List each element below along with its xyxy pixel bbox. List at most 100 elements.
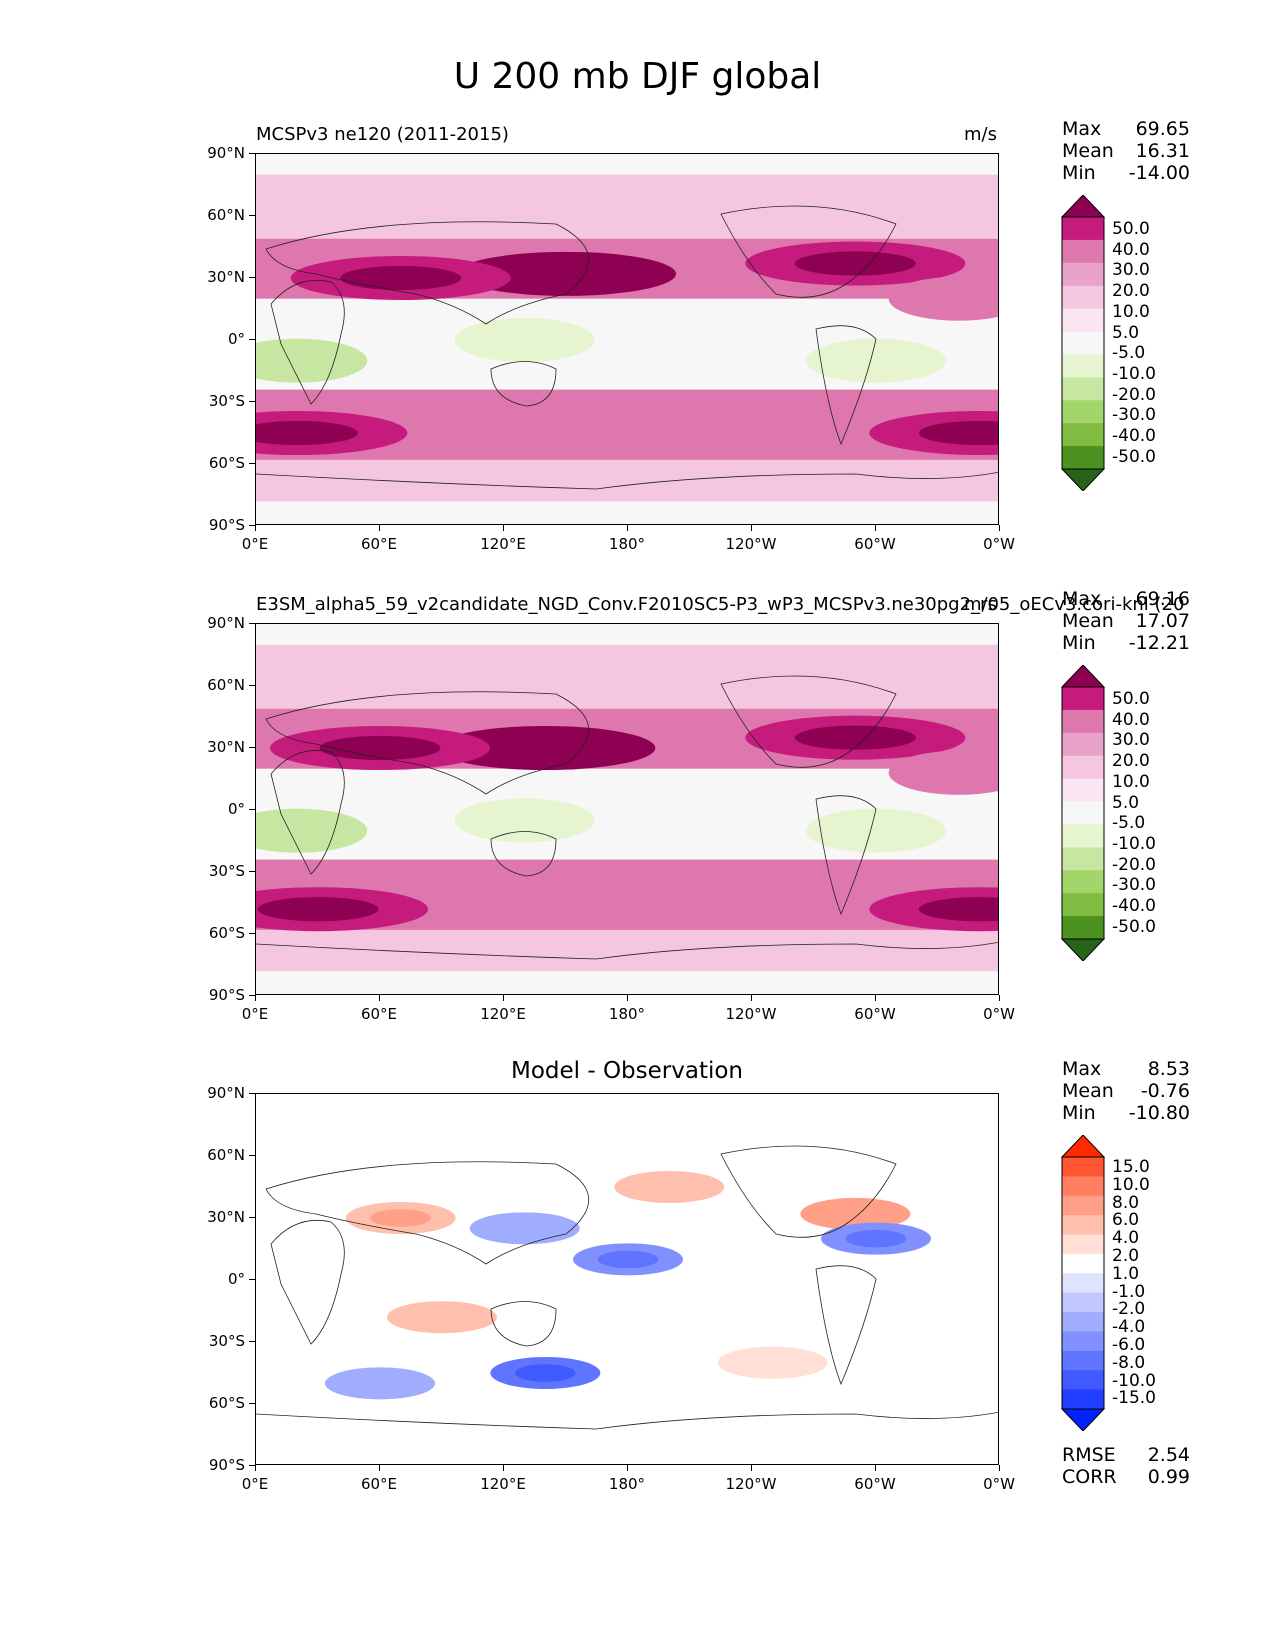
lon-tick — [750, 995, 752, 1001]
panel-1-min-label: Min — [1062, 162, 1096, 184]
panel-3-lat-label: 30°S — [208, 1332, 245, 1350]
field-band — [256, 459, 998, 502]
panel-3-lon-label: 180° — [608, 1475, 646, 1493]
colorbar-segment — [1062, 1273, 1104, 1294]
colorbar-tick-label: 50.0 — [1112, 689, 1150, 709]
colorbar-segment — [1062, 354, 1104, 378]
panel-3-lat-label: 90°N — [207, 1084, 245, 1102]
colorbar-segment — [1062, 446, 1104, 470]
panel-1-lon-label: 60°E — [360, 535, 398, 553]
colorbar-segment — [1062, 331, 1104, 355]
panel-3-map — [255, 1093, 999, 1465]
colorbar-extend-max — [1060, 194, 1106, 218]
colorbar-tick-label: -1.0 — [1112, 1281, 1146, 1302]
colorbar-tick-label: -10.0 — [1112, 363, 1156, 384]
coastline — [490, 831, 557, 877]
panel-3-mean-label: Mean — [1062, 1080, 1114, 1102]
lon-tick — [998, 1465, 1000, 1471]
colorbar-segment — [1062, 893, 1104, 917]
panel-2-lat-label: 60°N — [207, 676, 245, 694]
lon-tick — [378, 525, 380, 531]
panel-1-lon-label: 120°E — [480, 535, 526, 553]
panel-2-lon-label: 60°E — [360, 1005, 398, 1023]
panel-2-lon-label: 0°E — [241, 1005, 269, 1023]
panel-3-colorbar — [1060, 1134, 1106, 1435]
colorbar-extend-max — [1060, 1134, 1106, 1158]
coastline — [256, 941, 998, 960]
panel-2-max-label: Max — [1062, 588, 1102, 610]
panel-3-lon-label: 120°W — [725, 1475, 777, 1493]
panel-3-metrics: RMSE 2.54 CORR 0.99 — [1062, 1444, 1190, 1488]
lon-tick — [626, 995, 628, 1001]
lon-tick — [502, 995, 504, 1001]
field-feature-core — [484, 735, 606, 761]
panel-3-mean-value: -0.76 — [1140, 1080, 1190, 1102]
panel-2-lat-label: 0° — [227, 800, 245, 818]
colorbar-tick-label: 20.0 — [1112, 281, 1150, 302]
field-feature — [717, 1346, 828, 1379]
panel-3-min-label: Min — [1062, 1102, 1096, 1124]
panel-3-lat-label: 90°S — [208, 1456, 245, 1474]
field-feature-core — [515, 1364, 576, 1382]
panel-1-lat-label: 0° — [227, 330, 245, 348]
lon-tick — [254, 525, 256, 531]
colorbar-tick-label: -5.0 — [1112, 343, 1146, 364]
lat-tick — [249, 1340, 255, 1342]
lon-tick — [378, 995, 380, 1001]
colorbar-tick-label: -30.0 — [1112, 405, 1156, 426]
panel-2-lon-label: 120°E — [480, 1005, 526, 1023]
colorbar-segment — [1062, 824, 1104, 848]
lat-tick — [249, 1278, 255, 1280]
lat-tick — [249, 622, 255, 624]
field-feature-core — [370, 1209, 431, 1227]
field-feature — [469, 1212, 580, 1245]
colorbar-segment — [1062, 1157, 1104, 1177]
panel-1-title: MCSPv3 ne120 (2011-2015) — [256, 124, 509, 145]
colorbar-tick-label: 8.0 — [1112, 1192, 1140, 1213]
panel-3-stats: Max 8.53 Mean -0.76 Min -10.80 — [1062, 1058, 1190, 1124]
colorbar-segment — [1062, 687, 1104, 711]
coastline — [815, 325, 877, 446]
panel-2-lon-label: 0°W — [983, 1005, 1015, 1023]
colorbar-tick-label: 40.0 — [1112, 239, 1150, 260]
panel-1-lat-label: 60°N — [207, 206, 245, 224]
panel-2-lat-label: 30°S — [208, 862, 245, 880]
lon-tick — [998, 995, 1000, 1001]
colorbar-segment — [1062, 423, 1104, 447]
map-2-field — [256, 644, 998, 972]
lat-tick — [249, 462, 255, 464]
colorbar-tick-label: 2.0 — [1112, 1246, 1140, 1266]
lat-tick — [249, 400, 255, 402]
panel-3-max-label: Max — [1062, 1058, 1102, 1080]
field-feature — [806, 808, 946, 853]
panel-1-lat-label: 90°S — [208, 516, 245, 534]
colorbar-segment — [1062, 1215, 1104, 1236]
colorbar-segment — [1062, 1331, 1104, 1352]
lat-tick — [249, 338, 255, 340]
lon-tick — [874, 1465, 876, 1471]
coastline — [490, 1301, 557, 1347]
lon-tick — [626, 1465, 628, 1471]
panel-2-max-value: 69.16 — [1135, 588, 1190, 610]
lat-tick — [249, 870, 255, 872]
lat-tick — [249, 808, 255, 810]
colorbar-segment — [1062, 1195, 1104, 1216]
colorbar-tick-label: -15.0 — [1112, 1388, 1156, 1409]
field-feature — [888, 276, 998, 321]
field-feature-core — [845, 1229, 907, 1248]
colorbar-segment — [1062, 285, 1104, 310]
field-feature — [806, 338, 946, 383]
colorbar-segment — [1062, 1389, 1104, 1410]
map-1-field — [256, 174, 998, 502]
panel-1-lat-label: 30°S — [208, 392, 245, 410]
field-feature — [454, 798, 595, 843]
colorbar-frame — [1061, 216, 1105, 470]
colorbar-segment — [1062, 308, 1104, 333]
colorbar-tick-label: 5.0 — [1112, 792, 1140, 813]
lon-tick — [254, 1465, 256, 1471]
panel-2-title: E3SM_alpha5_59_v2candidate_NGD_Conv.F201… — [256, 594, 1185, 615]
panel-3-lon-label: 0°W — [983, 1475, 1015, 1493]
coastline — [270, 1219, 345, 1345]
lat-tick — [249, 746, 255, 748]
panel-1-lat-label: 90°N — [207, 144, 245, 162]
